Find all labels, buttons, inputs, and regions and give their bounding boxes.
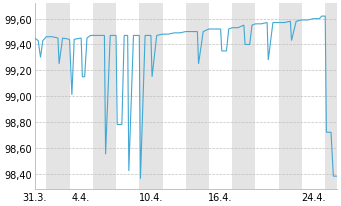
Bar — [232, 4, 255, 189]
Bar — [186, 4, 209, 189]
Bar — [139, 4, 163, 189]
Bar — [93, 4, 116, 189]
Bar — [46, 4, 70, 189]
Bar — [325, 4, 337, 189]
Bar — [279, 4, 302, 189]
